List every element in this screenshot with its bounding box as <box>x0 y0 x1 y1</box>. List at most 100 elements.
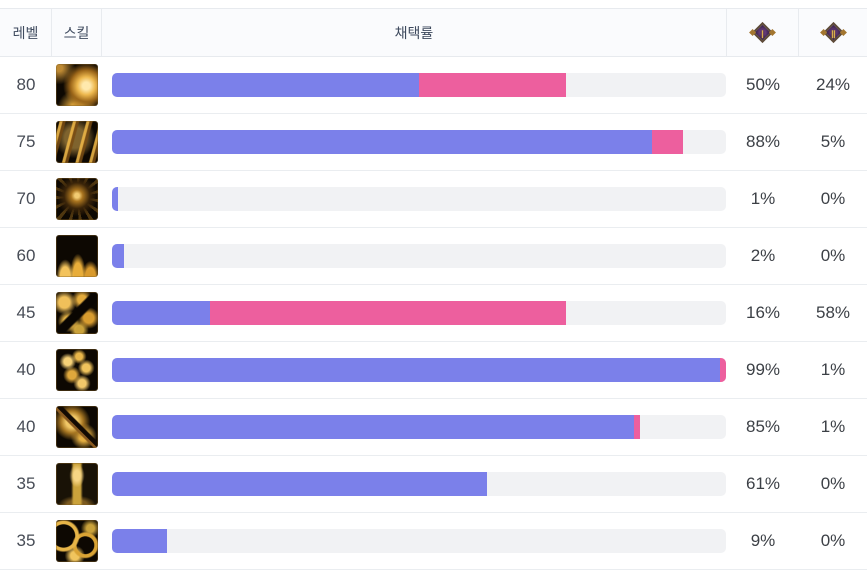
pick-rate-bar <box>112 529 726 553</box>
level-value: 45 <box>16 303 36 322</box>
table-row: 35 9% 0% <box>0 513 867 570</box>
tier1-pick-rate-value: 61% <box>745 474 781 493</box>
tier2-numeral: Ⅱ <box>830 29 836 41</box>
skill-icon-gold-splash[interactable] <box>56 349 98 391</box>
pick-rate-cell <box>102 456 727 512</box>
tier2-pick-rate-value: 58% <box>815 303 851 322</box>
skill-icon-golden-streaks[interactable] <box>56 121 98 163</box>
pick-rate-bar-tier1-segment <box>112 472 487 496</box>
tier2-pick-rate-value: 0% <box>820 246 846 265</box>
skill-pick-rate-table: 레벨 스킬 채택률 Ⅰ Ⅱ 80 50% 24% 75 88% 5% 70 1% 0% 60 2% 0… <box>0 8 867 570</box>
level-value: 60 <box>16 246 36 265</box>
table-row: 70 1% 0% <box>0 171 867 228</box>
skill-cell <box>52 399 102 455</box>
header-level: 레벨 <box>0 9 52 56</box>
header-skill: 스킬 <box>52 9 102 56</box>
skill-icon-dark-burst[interactable] <box>56 178 98 220</box>
skill-cell <box>52 342 102 398</box>
skill-icon-leopard-slash[interactable] <box>56 292 98 334</box>
level-value: 80 <box>16 75 36 94</box>
pick-rate-bar-tier1-segment <box>112 529 168 553</box>
table-body: 80 50% 24% 75 88% 5% 70 1% 0% 60 2% 0% 45 16% 58% 40 99%… <box>0 57 867 570</box>
pick-rate-bar-tier2-segment <box>210 301 567 325</box>
pick-rate-cell <box>102 228 727 284</box>
pick-rate-bar <box>112 358 726 382</box>
header-pick-rate-label: 채택률 <box>394 24 434 41</box>
skill-icon-totem[interactable] <box>56 463 98 505</box>
pick-rate-bar <box>112 301 726 325</box>
header-tier1: Ⅰ <box>727 9 799 56</box>
tier2-pick-rate-value: 1% <box>820 417 846 436</box>
pick-rate-bar-tier1-segment <box>112 187 119 211</box>
pick-rate-cell <box>102 114 727 170</box>
pick-rate-bar-tier1-segment <box>112 244 125 268</box>
rune-tier1-diamond-icon: Ⅰ <box>750 20 776 46</box>
pick-rate-bar <box>112 130 726 154</box>
tier2-pick-rate-value: 0% <box>820 531 846 550</box>
skill-cell <box>52 171 102 227</box>
tier1-pick-rate-value: 85% <box>745 417 781 436</box>
pick-rate-cell <box>102 171 727 227</box>
pick-rate-cell <box>102 399 727 455</box>
pick-rate-bar-tier1-segment <box>112 130 653 154</box>
skill-icon-skull-slash[interactable] <box>56 406 98 448</box>
table-row: 40 99% 1% <box>0 342 867 399</box>
tier1-pick-rate-value: 9% <box>750 531 776 550</box>
level-value: 40 <box>16 360 36 379</box>
pick-rate-bar-tier1-segment <box>112 73 419 97</box>
pick-rate-bar-tier1-segment <box>112 301 211 325</box>
tier2-pick-rate-value: 0% <box>820 189 846 208</box>
header-tier2: Ⅱ <box>799 9 867 56</box>
header-level-label: 레벨 <box>12 24 39 41</box>
level-value: 75 <box>16 132 36 151</box>
skill-cell <box>52 57 102 113</box>
rune-tier2-diamond-icon: Ⅱ <box>820 20 846 46</box>
pick-rate-bar-tier2-segment <box>719 358 726 382</box>
tier1-pick-rate-value: 1% <box>750 189 776 208</box>
skill-cell <box>52 114 102 170</box>
pick-rate-bar-tier2-segment <box>419 73 567 97</box>
pick-rate-cell <box>102 285 727 341</box>
level-value: 70 <box>16 189 36 208</box>
tier1-pick-rate-value: 2% <box>750 246 776 265</box>
pick-rate-bar-tier2-segment <box>633 415 641 439</box>
skill-cell <box>52 228 102 284</box>
tier1-pick-rate-value: 99% <box>745 360 781 379</box>
pick-rate-bar <box>112 244 726 268</box>
level-value: 35 <box>16 531 36 550</box>
pick-rate-bar <box>112 73 726 97</box>
tier2-pick-rate-value: 5% <box>820 132 846 151</box>
header-skill-label: 스킬 <box>63 24 90 41</box>
table-row: 45 16% 58% <box>0 285 867 342</box>
level-value: 35 <box>16 474 36 493</box>
table-row: 80 50% 24% <box>0 57 867 114</box>
tier1-pick-rate-value: 88% <box>745 132 781 151</box>
pick-rate-bar <box>112 187 726 211</box>
skill-icon-golden-swirl[interactable] <box>56 64 98 106</box>
skill-cell <box>52 513 102 569</box>
tier1-numeral: Ⅰ <box>761 29 764 41</box>
pick-rate-bar <box>112 415 726 439</box>
skill-icon-gold-vines[interactable] <box>56 520 98 562</box>
skill-cell <box>52 456 102 512</box>
skill-icon-flames[interactable] <box>56 235 98 277</box>
skill-cell <box>52 285 102 341</box>
pick-rate-bar-tier1-segment <box>112 358 720 382</box>
table-header: 레벨 스킬 채택률 Ⅰ Ⅱ <box>0 9 867 57</box>
table-row: 60 2% 0% <box>0 228 867 285</box>
level-value: 40 <box>16 417 36 436</box>
pick-rate-cell <box>102 342 727 398</box>
header-pick-rate: 채택률 <box>102 9 727 56</box>
pick-rate-bar <box>112 472 726 496</box>
pick-rate-cell <box>102 57 727 113</box>
tier2-pick-rate-value: 24% <box>815 75 851 94</box>
table-row: 75 88% 5% <box>0 114 867 171</box>
pick-rate-bar-tier2-segment <box>652 130 683 154</box>
table-row: 35 61% 0% <box>0 456 867 513</box>
table-row: 40 85% 1% <box>0 399 867 456</box>
tier2-pick-rate-value: 1% <box>820 360 846 379</box>
tier2-pick-rate-value: 0% <box>820 474 846 493</box>
tier1-pick-rate-value: 16% <box>745 303 781 322</box>
pick-rate-cell <box>102 513 727 569</box>
